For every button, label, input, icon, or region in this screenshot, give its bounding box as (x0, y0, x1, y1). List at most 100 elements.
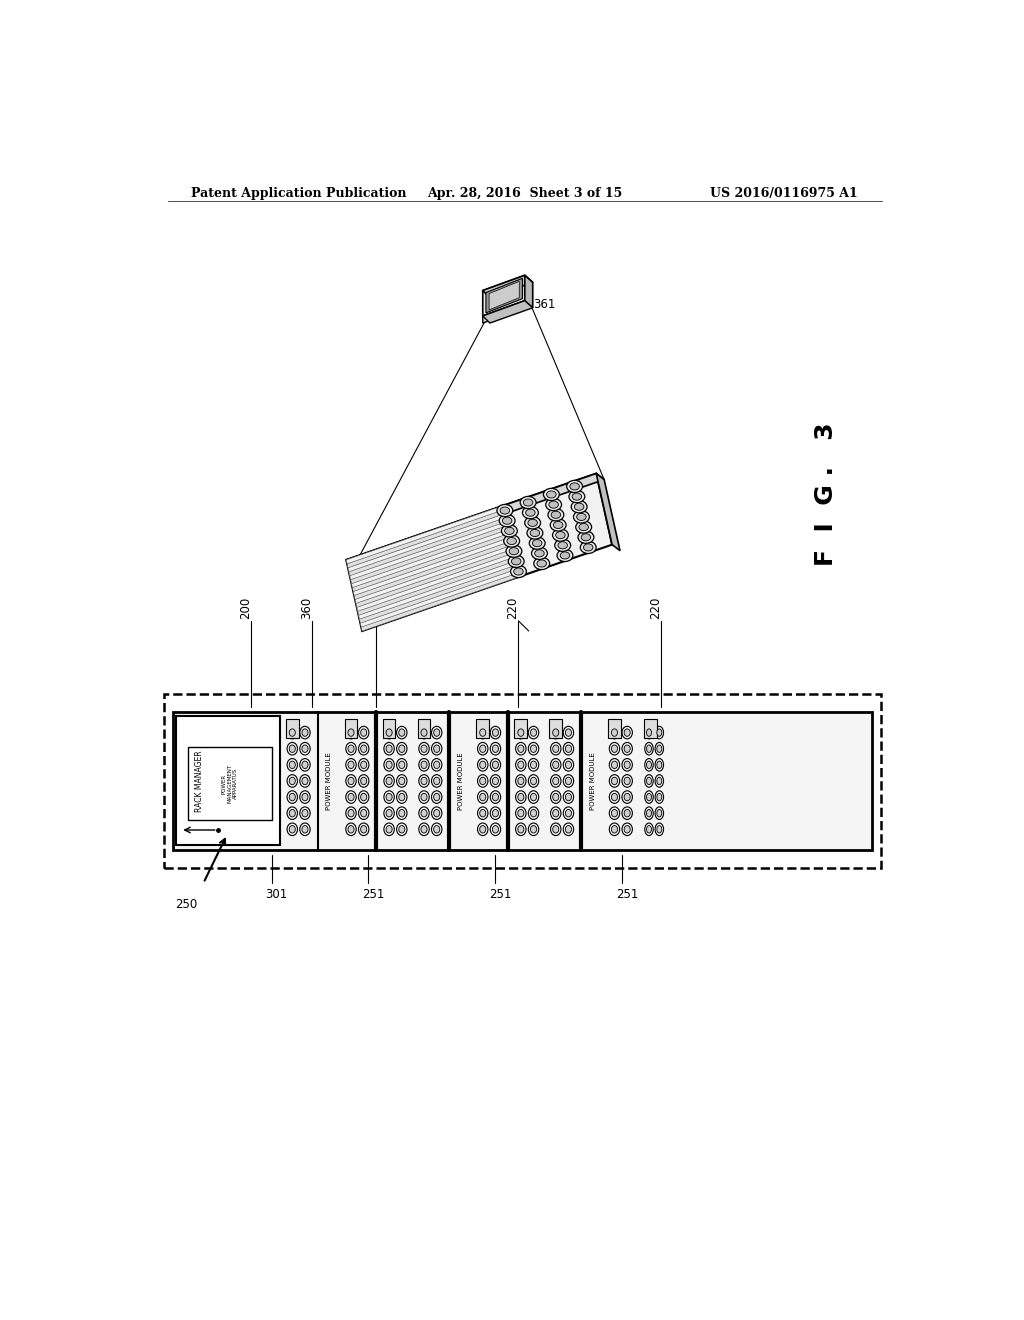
Ellipse shape (287, 742, 298, 755)
Ellipse shape (398, 777, 404, 784)
Ellipse shape (520, 496, 536, 508)
Ellipse shape (358, 726, 369, 739)
Ellipse shape (300, 791, 310, 804)
Ellipse shape (572, 494, 582, 500)
Text: 251: 251 (489, 888, 511, 902)
Ellipse shape (490, 791, 501, 804)
Ellipse shape (421, 744, 427, 752)
Ellipse shape (300, 807, 310, 820)
Ellipse shape (508, 556, 524, 568)
Ellipse shape (396, 822, 407, 836)
Ellipse shape (611, 744, 617, 752)
Ellipse shape (656, 744, 662, 752)
Text: Apr. 28, 2016  Sheet 3 of 15: Apr. 28, 2016 Sheet 3 of 15 (427, 187, 623, 199)
Ellipse shape (289, 793, 295, 801)
Ellipse shape (493, 729, 499, 737)
Bar (176, 717, 280, 846)
Ellipse shape (479, 793, 485, 801)
Text: 360: 360 (300, 597, 313, 619)
Ellipse shape (530, 529, 540, 536)
Ellipse shape (622, 759, 633, 771)
Ellipse shape (645, 759, 653, 771)
Ellipse shape (386, 777, 392, 784)
Ellipse shape (553, 529, 568, 541)
Ellipse shape (302, 825, 308, 833)
Ellipse shape (490, 775, 501, 787)
Polygon shape (482, 301, 524, 323)
Ellipse shape (551, 742, 561, 755)
Bar (345, 719, 357, 738)
Ellipse shape (300, 742, 310, 755)
Ellipse shape (477, 807, 488, 820)
Ellipse shape (622, 775, 633, 787)
Ellipse shape (527, 527, 543, 539)
Ellipse shape (609, 807, 620, 820)
Polygon shape (361, 573, 517, 631)
Ellipse shape (577, 513, 586, 520)
Polygon shape (524, 276, 532, 308)
Ellipse shape (287, 791, 298, 804)
Ellipse shape (421, 729, 427, 737)
Ellipse shape (360, 744, 367, 752)
Ellipse shape (509, 548, 519, 554)
Ellipse shape (565, 744, 571, 752)
Ellipse shape (624, 744, 630, 752)
Ellipse shape (563, 726, 573, 739)
Bar (164, 694, 881, 867)
Ellipse shape (546, 499, 561, 511)
Text: POWER MODULE: POWER MODULE (327, 752, 332, 810)
Ellipse shape (300, 726, 310, 739)
Ellipse shape (477, 759, 488, 771)
Ellipse shape (655, 742, 664, 755)
Ellipse shape (504, 535, 519, 546)
Ellipse shape (346, 791, 356, 804)
Ellipse shape (490, 759, 501, 771)
Ellipse shape (346, 759, 356, 771)
Ellipse shape (433, 729, 439, 737)
Ellipse shape (571, 500, 587, 513)
Ellipse shape (565, 729, 571, 737)
Ellipse shape (346, 822, 356, 836)
Ellipse shape (530, 809, 537, 817)
Ellipse shape (493, 809, 499, 817)
Ellipse shape (565, 809, 571, 817)
Polygon shape (356, 550, 512, 607)
Ellipse shape (551, 511, 561, 519)
Ellipse shape (565, 762, 571, 768)
Ellipse shape (493, 793, 499, 801)
Ellipse shape (551, 807, 561, 820)
Ellipse shape (528, 822, 539, 836)
Polygon shape (348, 515, 504, 572)
Ellipse shape (348, 729, 354, 737)
Ellipse shape (348, 809, 354, 817)
Ellipse shape (528, 759, 539, 771)
Ellipse shape (433, 825, 439, 833)
Ellipse shape (624, 729, 630, 737)
Ellipse shape (398, 825, 404, 833)
Ellipse shape (398, 729, 404, 737)
Ellipse shape (302, 777, 308, 784)
Ellipse shape (433, 777, 439, 784)
Ellipse shape (360, 729, 367, 737)
Ellipse shape (535, 549, 544, 557)
Ellipse shape (302, 729, 308, 737)
Ellipse shape (656, 793, 662, 801)
Ellipse shape (386, 809, 392, 817)
Ellipse shape (646, 825, 651, 833)
Ellipse shape (360, 793, 367, 801)
Ellipse shape (551, 775, 561, 787)
Text: RACK MANAGER: RACK MANAGER (195, 750, 204, 812)
Ellipse shape (532, 540, 542, 546)
Ellipse shape (534, 557, 550, 569)
Ellipse shape (622, 822, 633, 836)
Ellipse shape (553, 729, 559, 737)
Polygon shape (486, 279, 522, 313)
Ellipse shape (477, 726, 488, 739)
Text: Patent Application Publication: Patent Application Publication (191, 187, 407, 199)
Polygon shape (355, 546, 511, 603)
Text: 220: 220 (364, 597, 377, 619)
Ellipse shape (384, 742, 394, 755)
Ellipse shape (479, 809, 485, 817)
Ellipse shape (551, 726, 561, 739)
Ellipse shape (516, 822, 526, 836)
